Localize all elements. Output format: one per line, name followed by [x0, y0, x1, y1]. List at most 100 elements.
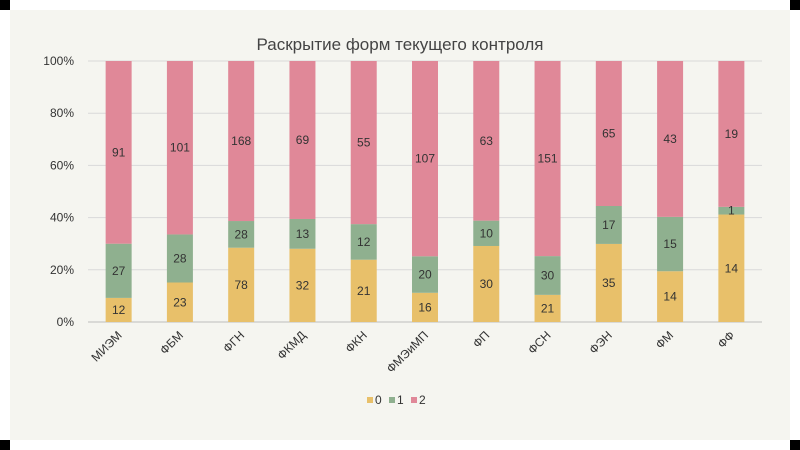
corner-mark: [0, 440, 10, 450]
corner-mark: [0, 0, 10, 10]
bar-segment-0: [289, 248, 316, 322]
bar-segment-2: [657, 61, 684, 217]
data-label: 63: [480, 134, 494, 148]
data-label: 21: [541, 301, 555, 315]
data-label: 65: [602, 127, 616, 141]
data-label: 55: [357, 136, 371, 150]
bar-segment-1: [534, 256, 561, 295]
data-label: 43: [663, 132, 677, 146]
data-label: 28: [235, 227, 249, 241]
bar-segment-2: [595, 61, 622, 206]
bar-segment-1: [289, 218, 316, 249]
data-label: 91: [112, 145, 126, 159]
bar-segment-1: [350, 224, 377, 260]
y-tick-label: 60%: [50, 158, 74, 172]
data-label: 20: [418, 268, 432, 282]
bar-segment-1: [657, 216, 684, 272]
bar-segment-2: [289, 61, 316, 219]
y-tick-label: 0%: [57, 315, 75, 329]
bar-segment-2: [718, 61, 745, 207]
data-label: 1: [728, 204, 735, 218]
bars: [105, 61, 745, 322]
x-category-label: ФСН: [525, 328, 554, 357]
data-label: 30: [480, 277, 494, 291]
corner-mark: [790, 0, 800, 10]
data-label: 12: [112, 303, 126, 317]
x-category-label: ФФ: [715, 328, 738, 351]
data-label: 15: [663, 237, 677, 251]
bar-segment-2: [534, 61, 561, 257]
data-label: 23: [173, 295, 187, 309]
data-label: 16: [418, 300, 432, 314]
y-tick-label: 80%: [50, 106, 74, 120]
y-axis-ticks: 0% 20% 40% 60% 80% 100%: [43, 54, 74, 329]
data-label: 14: [663, 290, 677, 304]
data-label: 17: [602, 218, 616, 232]
data-label: 35: [602, 276, 616, 290]
x-category-label: ФБМ: [157, 328, 186, 357]
data-label: 101: [170, 141, 190, 155]
bar-segment-2: [473, 61, 500, 221]
data-label: 19: [725, 127, 739, 141]
bar-segment-2: [228, 61, 255, 222]
bar-segment-0: [595, 243, 622, 322]
bar-segment-0: [718, 214, 745, 322]
legend-label: 0: [375, 393, 382, 407]
data-label: 168: [231, 134, 251, 148]
bar-segment-2: [350, 61, 377, 225]
bar-segment-0: [657, 271, 684, 322]
corner-mark: [790, 440, 800, 450]
bar-segment-0: [166, 282, 193, 322]
bar-segment-2: [166, 61, 193, 235]
chart-title: Раскрытие форм текущего контроля: [257, 35, 544, 54]
legend-swatch: [389, 397, 395, 403]
data-label: 14: [725, 261, 739, 275]
x-category-label: ФП: [470, 328, 492, 350]
data-label: 107: [415, 152, 435, 166]
legend-swatch: [411, 397, 417, 403]
x-category-label: МИЭМ: [89, 328, 125, 364]
bar-segment-0: [228, 247, 255, 322]
bar-segment-1: [718, 206, 745, 215]
bar-segment-0: [534, 294, 561, 322]
data-label: 27: [112, 264, 126, 278]
x-category-label: ФЭН: [586, 328, 615, 357]
data-labels: 1227912328101782816832136921125516201073…: [112, 127, 738, 317]
x-category-label: ФКМД: [274, 328, 308, 362]
x-category-label: ФГН: [220, 328, 247, 355]
legend: 0 1 2: [367, 393, 426, 407]
x-category-label: ФМ: [653, 328, 676, 351]
data-label: 21: [357, 284, 371, 298]
bar-segment-1: [228, 221, 255, 248]
data-label: 78: [235, 278, 249, 292]
bar-segment-2: [105, 61, 132, 244]
data-label: 10: [480, 226, 494, 240]
x-axis-labels: МИЭМ ФБМ ФГН ФКМД ФКН ФМЭиМП ФП ФСН ФЭН ФМ ФФ: [89, 328, 738, 375]
y-tick-label: 40%: [50, 211, 74, 225]
bar-segment-0: [350, 259, 377, 322]
legend-swatch: [367, 397, 373, 403]
bar-segment-0: [473, 245, 500, 322]
y-tick-label: 20%: [50, 263, 74, 277]
bar-segment-1: [166, 234, 193, 283]
data-label: 28: [173, 251, 187, 265]
data-label: 30: [541, 268, 555, 282]
bar-segment-1: [473, 220, 500, 246]
legend-label: 2: [419, 393, 426, 407]
data-label: 151: [538, 152, 558, 166]
y-tick-label: 100%: [43, 54, 74, 68]
legend-label: 1: [397, 393, 404, 407]
data-label: 69: [296, 133, 310, 147]
bar-segment-1: [595, 206, 622, 244]
data-label: 32: [296, 278, 310, 292]
bar-segment-2: [412, 61, 438, 257]
bar-segment-1: [105, 243, 132, 298]
bar-segment-0: [105, 297, 132, 322]
data-label: 12: [357, 235, 371, 249]
x-category-label: ФКН: [342, 328, 369, 355]
data-label: 13: [296, 227, 310, 241]
bar-segment-0: [412, 292, 438, 322]
bar-segment-1: [412, 256, 438, 293]
x-category-label: ФМЭиМП: [384, 328, 431, 375]
